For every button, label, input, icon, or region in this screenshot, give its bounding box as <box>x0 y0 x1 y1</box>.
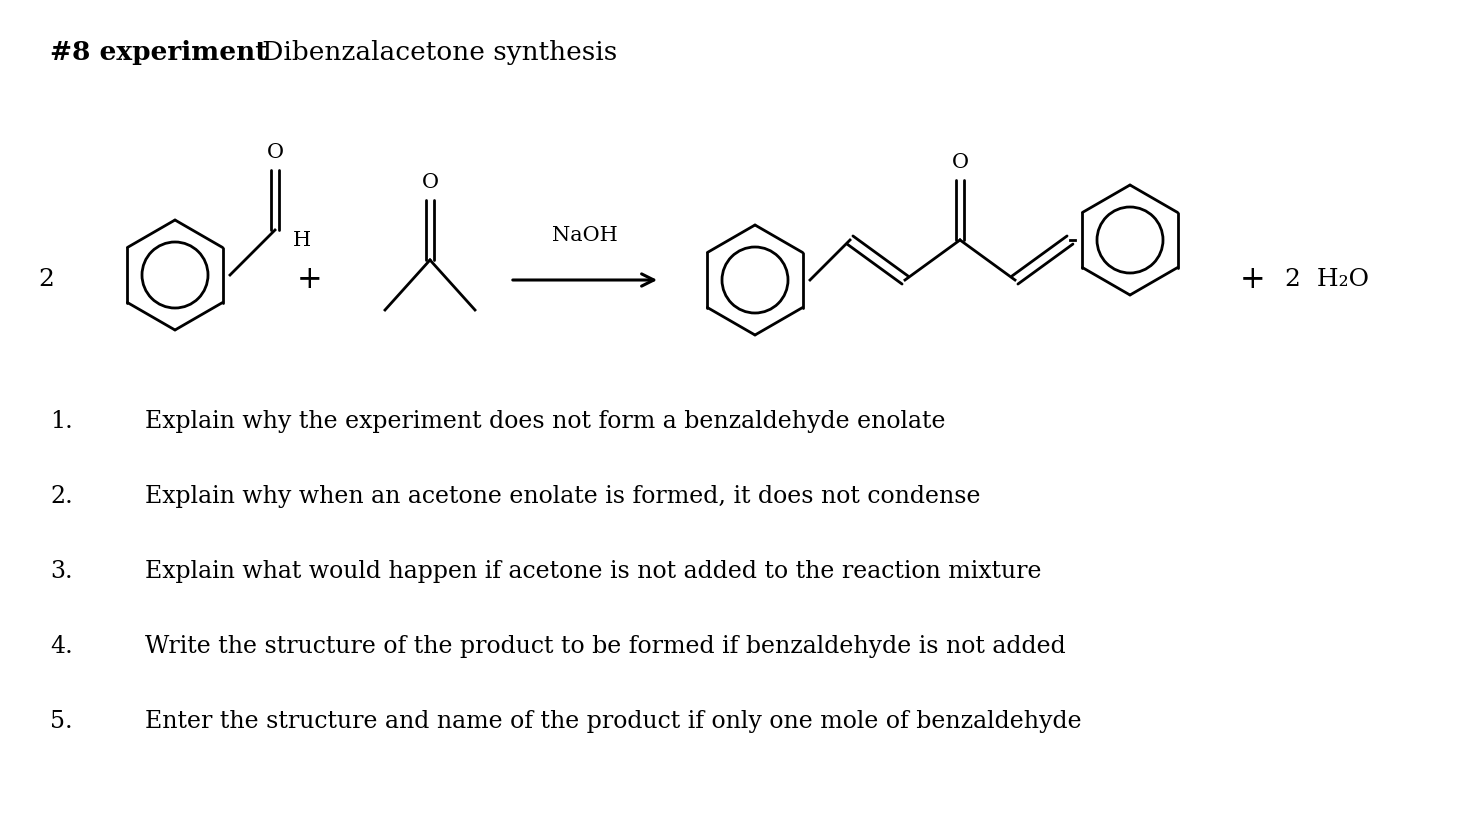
Text: NaOH: NaOH <box>552 226 618 245</box>
Text: Explain what would happen if acetone is not added to the reaction mixture: Explain what would happen if acetone is … <box>146 560 1042 583</box>
Text: : Dibenzalacetone synthesis: : Dibenzalacetone synthesis <box>244 40 617 65</box>
Text: +: + <box>297 265 322 296</box>
Text: 1.: 1. <box>50 410 72 433</box>
Text: 3.: 3. <box>50 560 72 583</box>
Text: 2: 2 <box>38 269 54 291</box>
Text: Enter the structure and name of the product if only one mole of benzaldehyde: Enter the structure and name of the prod… <box>146 710 1082 733</box>
Text: Explain why the experiment does not form a benzaldehyde enolate: Explain why the experiment does not form… <box>146 410 945 433</box>
Text: 2.: 2. <box>50 485 72 508</box>
Text: 5.: 5. <box>50 710 72 733</box>
Text: O: O <box>421 173 439 192</box>
Text: Explain why when an acetone enolate is formed, it does not condense: Explain why when an acetone enolate is f… <box>146 485 980 508</box>
Text: #8 experiment: #8 experiment <box>50 40 268 65</box>
Text: O: O <box>951 153 969 172</box>
Text: O: O <box>266 143 284 162</box>
FancyArrowPatch shape <box>512 274 654 286</box>
Text: 2  H₂O: 2 H₂O <box>1285 269 1369 291</box>
Text: 4.: 4. <box>50 635 72 658</box>
Text: +: + <box>1239 265 1266 296</box>
Text: H: H <box>293 230 311 249</box>
Text: Write the structure of the product to be formed if benzaldehyde is not added: Write the structure of the product to be… <box>146 635 1066 658</box>
